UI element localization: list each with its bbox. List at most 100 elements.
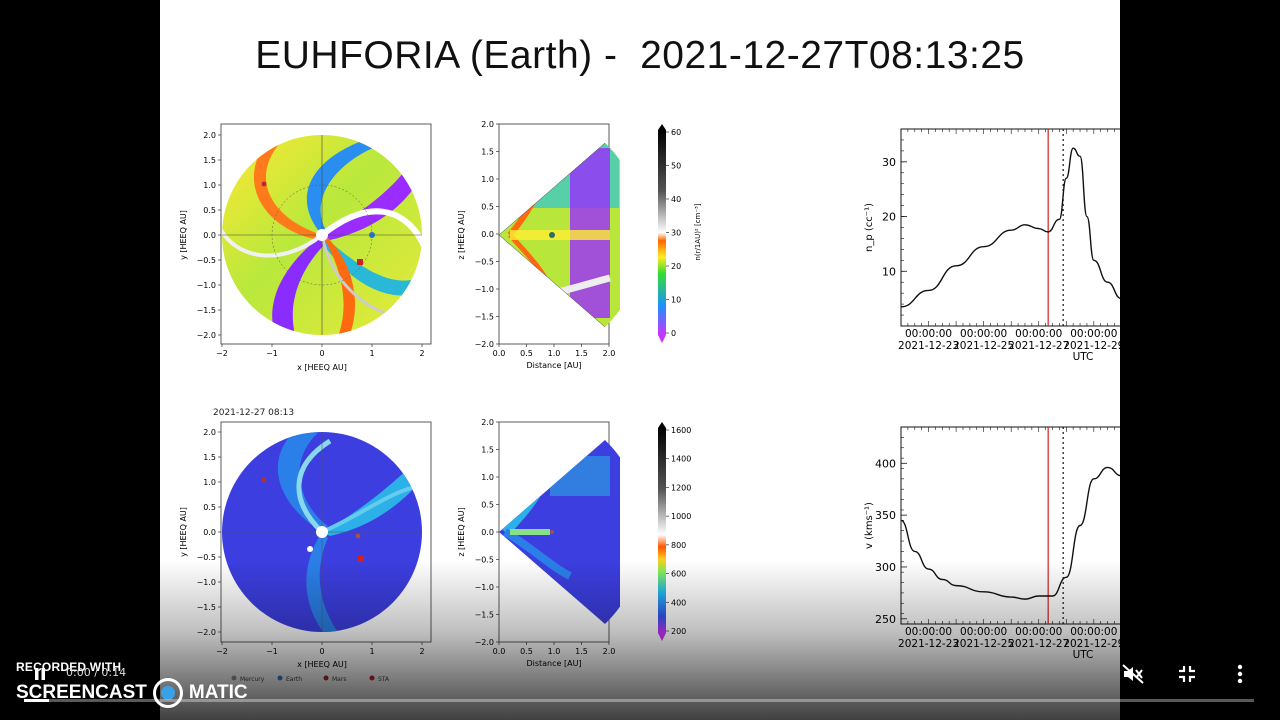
x-tick-label: 2 [419,349,424,358]
colorbar-ticks: 60 50 40 30 20 10 0 [666,128,681,338]
colorbar-tick-label: 10 [671,296,681,305]
sta-marker [358,556,364,562]
colorbar-tick-label: 1400 [671,455,691,464]
x-tick-label: 0 [319,647,324,656]
earth-marker [550,530,554,534]
chart-frame [900,426,1120,625]
y-tick-label: 0.0 [203,528,216,537]
colorbar-tick-label: 50 [671,162,681,171]
playback-progress-fill [24,699,49,702]
y-tick-label: −2.0 [475,638,494,647]
equatorial-velocity-plot: 2.01.51.00.50.0−0.5−1.0−1.5−2.0 −2 −1 0 1 2 … [179,421,432,683]
mars-marker [261,181,267,187]
colorbar-tick-label: 1000 [671,512,691,521]
pause-icon [35,668,45,680]
y-tick-label: −0.5 [475,258,494,267]
colorbar-label: n(r/1AU)² [cm⁻³] [694,203,702,260]
x-ticks: 0.0 0.5 1.0 1.5 2.0 [493,642,616,656]
y-tick-label: 1.0 [203,181,216,190]
x-tick-label-time: 00:00:00 [960,626,1007,638]
y-tick-label: −1.5 [475,611,494,620]
x-tick-label-date: 2021-12-23 [898,340,959,352]
y-axis-label: y [HEEQ AU] [179,507,188,557]
density-colorbar: 60 50 40 30 20 10 0 n(r/1AU)² [cm⁻³] [658,124,702,343]
y-ticks: 2.0 1.5 1.0 0.5 0.0 −0.5 −1.0 −1.5 −2.0 [475,120,499,349]
colorbar-gradient [658,130,666,335]
x-tick-label-time: 00:00:00 [960,328,1007,340]
y-axis-label: v (kms⁻¹) [864,502,875,549]
y-tick-label: 1.0 [481,473,494,482]
sun-marker [316,229,328,241]
x-tick-label: 1.5 [575,349,588,358]
y-tick-label: 1.5 [481,148,494,157]
colorbar-tick-label: 200 [671,627,686,636]
playback-time: 0:00 / 0:14 [66,666,127,679]
x-tick-label: −2 [216,349,228,358]
y-tick-label: −0.5 [197,256,216,265]
colorbar-tick-label: 20 [671,262,681,271]
mars-marker [261,477,267,483]
x-tick-label: −2 [216,647,228,656]
x-tick-label: 2.0 [603,647,616,656]
x-tick-label: 2 [419,647,424,656]
y-tick-label: 250 [875,613,896,626]
y-tick-label: 400 [875,457,896,470]
y-tick-label: 0.5 [481,203,494,212]
colorbar-tick-label: 800 [671,541,686,550]
x-tick-label: 2.0 [603,349,616,358]
exit-fullscreen-icon [1179,666,1195,682]
y-tick-label: −0.5 [197,553,216,562]
exit-fullscreen-button[interactable] [1173,660,1201,688]
y-tick-label: 10 [882,265,896,278]
x-axis-label: UTC [1073,351,1094,363]
colorbar-gradient [658,428,666,633]
colorbar-tick-label: 1200 [671,483,691,492]
y-axis-label: z [HEEQ AU] [457,507,466,556]
colorbar-tick-label: 30 [671,229,681,238]
playback-progress-bar[interactable] [24,699,1254,702]
colorbar-tick-label: 60 [671,128,681,137]
y-tick-label: 30 [882,156,896,169]
x-tick-label-date: 2021-12-27 [1008,638,1069,650]
sta-marker [357,259,363,265]
series-line [900,466,1120,600]
y-tick-label: 0.5 [203,503,216,512]
x-tick-label-time: 00:00:00 [905,626,952,638]
legend-marker [369,675,375,681]
x-tick-label: 0.0 [493,349,506,358]
y-tick-label: −2.0 [197,628,216,637]
mute-button[interactable] [1119,660,1147,688]
more-options-button[interactable] [1226,660,1254,688]
plot-frame [220,123,432,345]
y-tick-label: −1.5 [197,306,216,315]
slide-title: EUHFORIA (Earth) - 2021-12-27T08:13:25 [255,34,1025,77]
legend-marker [323,675,329,681]
x-tick-label: 0.0 [493,647,506,656]
x-tick-label: 0.5 [520,647,533,656]
colorbar-tick-label: 1600 [671,426,691,435]
x-tick-label: 1.5 [575,647,588,656]
earth-marker [369,232,375,238]
x-tick-label-date: 2021-12-23 [898,638,959,650]
y-tick-label: 2.0 [481,418,494,427]
chart-frame [900,128,1120,327]
legend-label: Earth [286,676,302,683]
y-tick-label: 1.5 [203,453,216,462]
y-tick-label: 1.5 [203,156,216,165]
x-tick-label-date: 2021-12-29 [1063,340,1120,352]
x-ticks: −2 −1 0 1 2 [216,344,425,358]
y-tick-label: 2.0 [203,131,216,140]
y-tick-label: 350 [875,509,896,522]
x-tick-label: 1.0 [548,349,561,358]
y-tick-label: 0.0 [203,231,216,240]
y-tick-label: 20 [882,211,896,224]
x-tick-label-date: 2021-12-31 [1118,638,1120,650]
y-tick-label: 0.5 [481,501,494,510]
meridional-density-plot: 2.0 1.5 1.0 0.5 0.0 −0.5 −1.0 −1.5 −2.0 0.0 0.5 1.… [457,120,620,370]
x-axis-label: Distance [AU] [526,361,581,370]
y-tick-label: 1.0 [203,478,216,487]
x-tick-label: 0.5 [520,349,533,358]
colorbar-tick-label: 40 [671,195,681,204]
pause-button[interactable] [26,660,54,688]
velocity-timeseries-chart: 25030035040000:00:002021-12-2300:00:0020… [864,426,1120,661]
